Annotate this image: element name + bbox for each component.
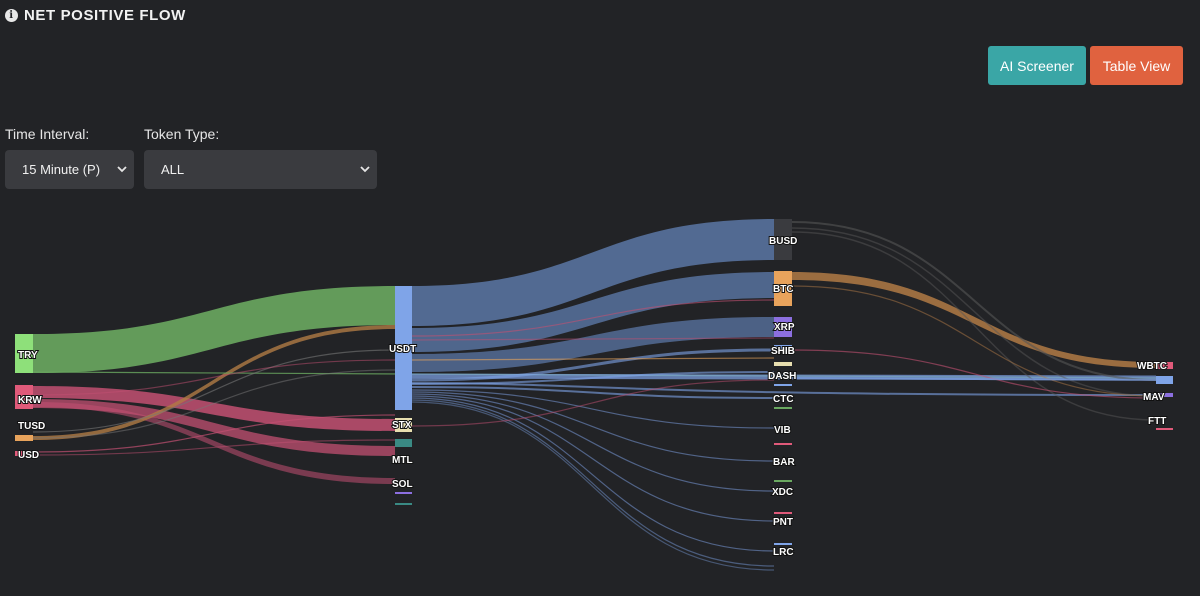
label-krw: KRW bbox=[18, 395, 42, 406]
node-vib[interactable] bbox=[774, 407, 792, 409]
table-view-button[interactable]: Table View bbox=[1090, 46, 1183, 85]
node-tusd[interactable] bbox=[15, 435, 33, 441]
node-stx[interactable] bbox=[395, 418, 412, 432]
label-vib: VIB bbox=[774, 425, 791, 436]
node-usdt[interactable] bbox=[395, 286, 412, 410]
node-bar[interactable] bbox=[774, 443, 792, 445]
token-type-label: Token Type: bbox=[144, 126, 220, 142]
node-extra[interactable] bbox=[395, 503, 412, 505]
node-mtl[interactable] bbox=[395, 439, 412, 447]
label-btc: BTC bbox=[773, 284, 794, 295]
chevron-down-icon bbox=[360, 166, 370, 173]
node-xrp[interactable] bbox=[774, 317, 792, 337]
time-interval-select[interactable]: 15 Minute (P) bbox=[5, 150, 134, 189]
token-type-value: ALL bbox=[161, 162, 185, 177]
node-mav[interactable] bbox=[1156, 393, 1173, 397]
label-usdt: USDT bbox=[389, 344, 416, 355]
thin-flows bbox=[32, 221, 1157, 571]
node-ftt[interactable] bbox=[1156, 428, 1173, 430]
page-title-text: NET POSITIVE FLOW bbox=[24, 7, 186, 24]
node-pnt[interactable] bbox=[774, 512, 792, 514]
label-bar: BAR bbox=[773, 457, 795, 468]
node-usd[interactable] bbox=[15, 451, 33, 456]
label-sol: SOL bbox=[392, 479, 413, 490]
node-krw[interactable] bbox=[15, 385, 33, 409]
label-shib: SHIB bbox=[771, 346, 795, 357]
node-lrc[interactable] bbox=[774, 543, 792, 545]
label-lrc: LRC bbox=[773, 547, 794, 558]
node-wbtc[interactable] bbox=[1156, 362, 1173, 369]
label-tusd: TUSD bbox=[18, 421, 45, 432]
flow-usdt-busd[interactable] bbox=[412, 219, 774, 326]
flow-tusd-usdt[interactable] bbox=[33, 325, 395, 440]
label-wbtc: WBTC bbox=[1137, 361, 1167, 372]
flow-try-usdt[interactable] bbox=[33, 286, 395, 373]
time-interval-value: 15 Minute (P) bbox=[22, 162, 101, 177]
label-ftt: FTT bbox=[1148, 416, 1166, 427]
node-btc[interactable] bbox=[774, 271, 792, 306]
node-busd[interactable] bbox=[774, 219, 792, 260]
node-shib[interactable] bbox=[774, 345, 792, 350]
node-xdc[interactable] bbox=[774, 480, 792, 482]
flow-btc-wbtc[interactable] bbox=[792, 272, 1156, 368]
label-mtl: MTL bbox=[392, 455, 413, 466]
chevron-down-icon bbox=[117, 166, 127, 173]
node-try[interactable] bbox=[15, 334, 33, 373]
label-pnt: PNT bbox=[773, 517, 793, 528]
info-icon[interactable]: i bbox=[5, 9, 18, 22]
label-xdc: XDC bbox=[772, 487, 793, 498]
token-type-select[interactable]: ALL bbox=[144, 150, 377, 189]
node-wbtc-b[interactable] bbox=[1156, 376, 1173, 384]
label-mav: MAV bbox=[1143, 392, 1165, 403]
flow-usdt-xrp[interactable] bbox=[412, 317, 774, 372]
ai-screener-button[interactable]: AI Screener bbox=[988, 46, 1086, 85]
node-sol[interactable] bbox=[395, 492, 412, 494]
flow-krw-stx[interactable] bbox=[33, 386, 395, 431]
label-stx: STX bbox=[392, 420, 412, 431]
page-title: i NET POSITIVE FLOW bbox=[5, 7, 186, 24]
label-xrp: XRP bbox=[774, 322, 795, 333]
label-ctc: CTC bbox=[773, 394, 794, 405]
node-ctc[interactable] bbox=[774, 384, 792, 386]
label-dash: DASH bbox=[768, 371, 796, 382]
label-busd: BUSD bbox=[769, 236, 797, 247]
node-dash[interactable] bbox=[774, 362, 792, 366]
label-usd: USD bbox=[18, 450, 39, 461]
time-interval-label: Time Interval: bbox=[5, 126, 90, 142]
flow-krw-sol[interactable] bbox=[33, 402, 395, 484]
label-try: TRY bbox=[18, 350, 38, 361]
